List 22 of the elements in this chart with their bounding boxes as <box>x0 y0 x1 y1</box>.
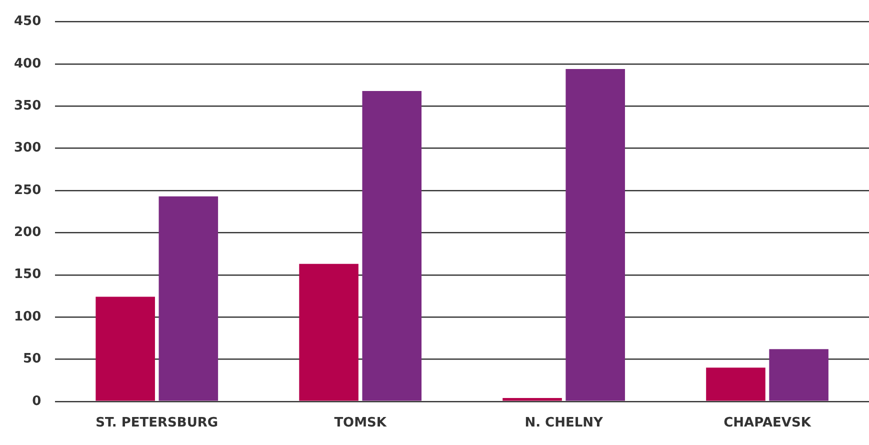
bar <box>96 296 155 401</box>
x-tick-label: N. CHELNY <box>524 416 604 431</box>
y-tick-label: 450 <box>14 14 42 30</box>
bar <box>158 196 218 401</box>
bar <box>502 398 562 401</box>
y-tick-label: 400 <box>14 56 42 72</box>
y-tick-label: 350 <box>14 98 42 114</box>
y-tick-label: 0 <box>32 394 42 409</box>
bar <box>769 349 828 401</box>
y-tick-label: 200 <box>14 225 42 240</box>
bar <box>299 264 358 401</box>
x-tick-label: TOMSK <box>334 416 388 431</box>
bar <box>362 90 422 401</box>
y-tick-label: 250 <box>14 182 42 198</box>
bar <box>706 368 766 401</box>
x-tick-label: CHAPAEVSK <box>724 416 812 431</box>
y-tick-label: 50 <box>23 352 42 367</box>
y-tick-label: 150 <box>14 267 42 282</box>
y-tick-label: 100 <box>14 309 42 324</box>
bar <box>566 69 625 401</box>
y-tick-label: 300 <box>14 140 42 156</box>
x-tick-label: ST. PETERSBURG <box>96 416 218 431</box>
